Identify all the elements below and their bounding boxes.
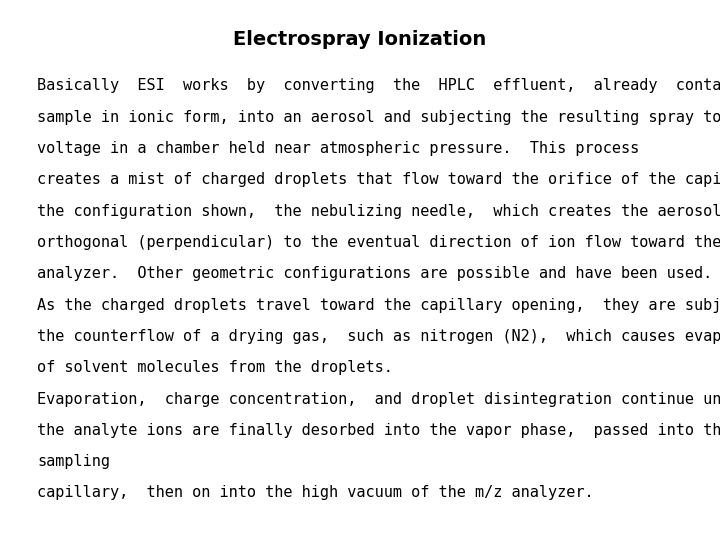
Text: the counterflow of a drying gas,  such as nitrogen (N2),  which causes evaporati: the counterflow of a drying gas, such as… [37,329,720,344]
Text: analyzer.  Other geometric configurations are possible and have been used.: analyzer. Other geometric configurations… [37,266,713,281]
Text: of solvent molecules from the droplets.: of solvent molecules from the droplets. [37,360,393,375]
Text: the configuration shown,  the nebulizing needle,  which creates the aerosol,  is: the configuration shown, the nebulizing … [37,204,720,219]
Text: sampling: sampling [37,454,110,469]
Text: As the charged droplets travel toward the capillary opening,  they are subjected: As the charged droplets travel toward th… [37,298,720,313]
Text: the analyte ions are finally desorbed into the vapor phase,  passed into the: the analyte ions are finally desorbed in… [37,423,720,438]
Text: creates a mist of charged droplets that flow toward the orifice of the capillary: creates a mist of charged droplets that … [37,172,720,187]
Text: capillary,  then on into the high vacuum of the m/z analyzer.: capillary, then on into the high vacuum … [37,485,594,501]
Text: sample in ionic form, into an aerosol and subjecting the resulting spray to high: sample in ionic form, into an aerosol an… [37,110,720,125]
Text: Electrospray Ionization: Electrospray Ionization [233,30,487,49]
Text: Basically  ESI  works  by  converting  the  HPLC  effluent,  already  containing: Basically ESI works by converting the HP… [37,78,720,93]
Text: voltage in a chamber held near atmospheric pressure.  This process: voltage in a chamber held near atmospher… [37,141,639,156]
Text: Evaporation,  charge concentration,  and droplet disintegration continue until: Evaporation, charge concentration, and d… [37,392,720,407]
Text: orthogonal (perpendicular) to the eventual direction of ion flow toward the m/z: orthogonal (perpendicular) to the eventu… [37,235,720,250]
